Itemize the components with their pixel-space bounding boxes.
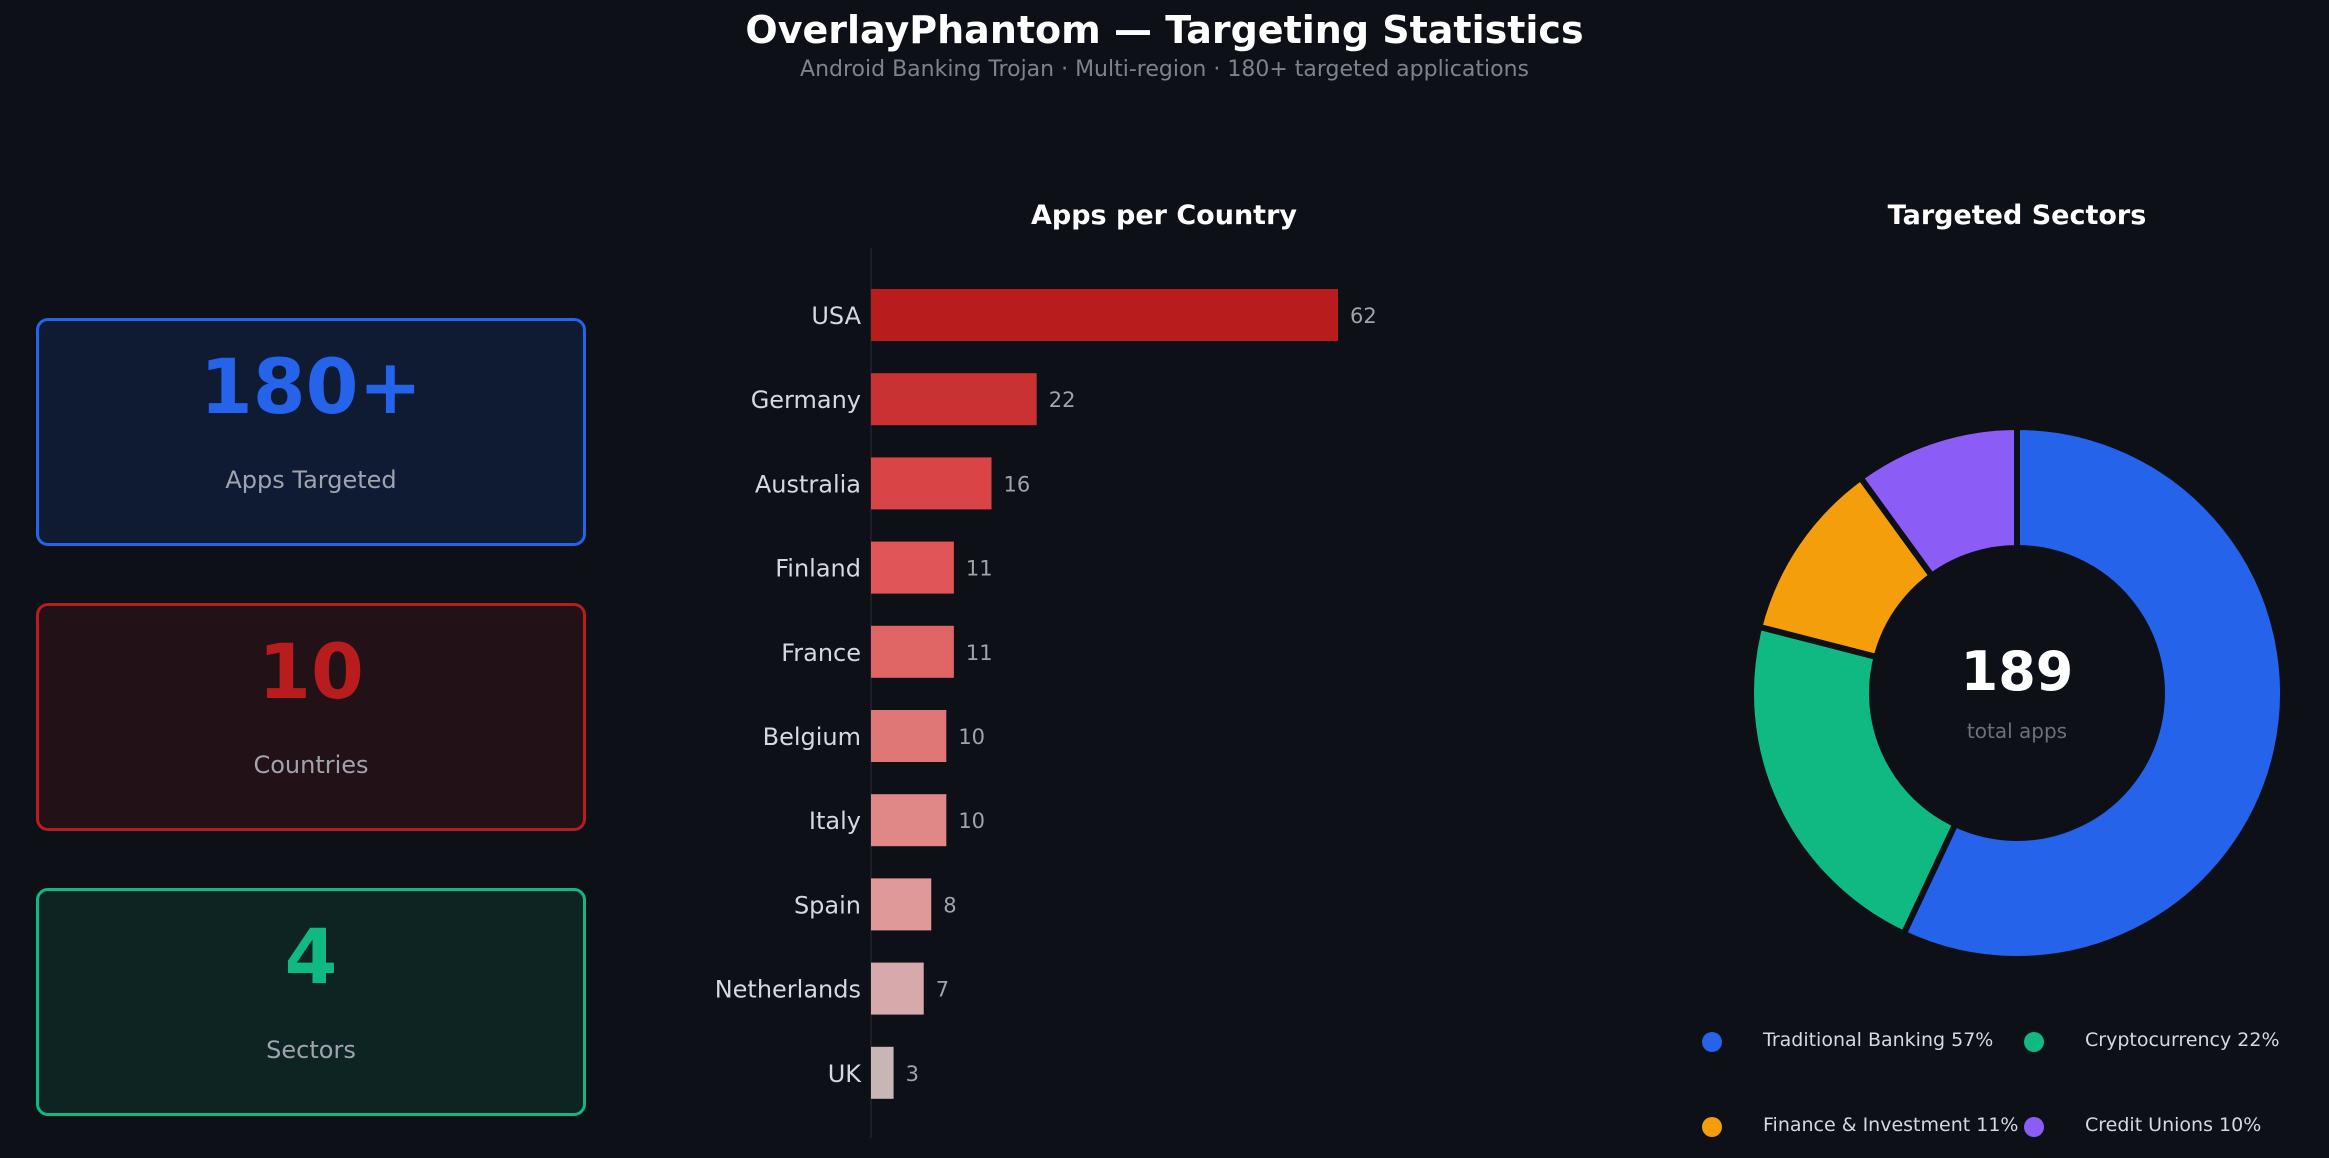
legend-label: Credit Unions 10%: [2085, 1114, 2262, 1136]
legend-label: Cryptocurrency 22%: [2085, 1029, 2280, 1051]
bar-netherlands: [871, 962, 924, 1015]
donut-slice-credit-unions: [1856, 423, 2020, 580]
bar-category-label: Netherlands: [715, 976, 861, 1004]
bar-chart-title: Apps per Country: [1031, 200, 1297, 231]
bar-category-label: Italy: [809, 807, 861, 835]
bar-value-label: 11: [966, 641, 993, 665]
bar-spain: [871, 878, 932, 931]
bar-finland: [871, 541, 954, 594]
stat-value: 4: [284, 912, 338, 1001]
donut-slice-cryptocurrency: [1748, 623, 1960, 938]
legend-label: Finance & Investment 11%: [1763, 1114, 2019, 1136]
legend-swatch: [2024, 1117, 2044, 1137]
legend-label: Traditional Banking 57%: [1763, 1029, 1994, 1051]
bar-germany: [871, 373, 1037, 426]
stat-label: Apps Targeted: [225, 466, 397, 494]
bar-category-label: Finland: [775, 555, 861, 583]
stat-card-countries: 10 Countries: [36, 603, 586, 831]
donut-center-label: total apps: [1967, 719, 2067, 743]
donut-chart-title: Targeted Sectors: [1888, 200, 2147, 231]
bar-australia: [871, 457, 992, 510]
donut-slice-traditional-banking: [1899, 423, 2286, 962]
stat-card-apps: 180+ Apps Targeted: [36, 318, 586, 546]
page-title: OverlayPhantom — Targeting Statistics: [745, 8, 1584, 52]
bar-category-label: Belgium: [763, 723, 861, 751]
bar-category-label: Australia: [755, 470, 861, 498]
bar-value-label: 10: [958, 725, 985, 749]
page-subtitle: Android Banking Trojan · Multi-region · …: [800, 57, 1529, 82]
legend-swatch: [1702, 1117, 1722, 1137]
bar-uk: [871, 1046, 894, 1099]
stat-card-sectors: 4 Sectors: [36, 888, 586, 1116]
bar-value-label: 11: [966, 557, 993, 581]
bar-value-label: 62: [1350, 304, 1377, 328]
bar-usa: [871, 289, 1338, 341]
bar-italy: [871, 794, 947, 847]
bar-belgium: [871, 710, 947, 762]
bar-value-label: 16: [1004, 472, 1031, 496]
stat-value: 180+: [199, 342, 423, 431]
bar-category-label: UK: [828, 1060, 863, 1088]
bar-category-label: USA: [811, 302, 861, 330]
bar-value-label: 3: [906, 1062, 919, 1086]
bar-value-label: 10: [958, 809, 985, 833]
stat-label: Countries: [253, 751, 369, 779]
stat-label: Sectors: [266, 1036, 356, 1064]
legend-swatch: [2024, 1032, 2044, 1052]
bar-france: [871, 625, 954, 678]
stat-value: 10: [258, 627, 364, 716]
bar-category-label: France: [781, 639, 861, 667]
legend-swatch: [1702, 1032, 1722, 1052]
donut-center-value: 189: [1961, 640, 2074, 703]
bar-category-label: Germany: [751, 386, 861, 414]
bar-category-label: Spain: [794, 891, 861, 919]
bar-value-label: 22: [1049, 388, 1076, 412]
bar-value-label: 8: [943, 893, 956, 917]
bar-value-label: 7: [936, 978, 949, 1002]
